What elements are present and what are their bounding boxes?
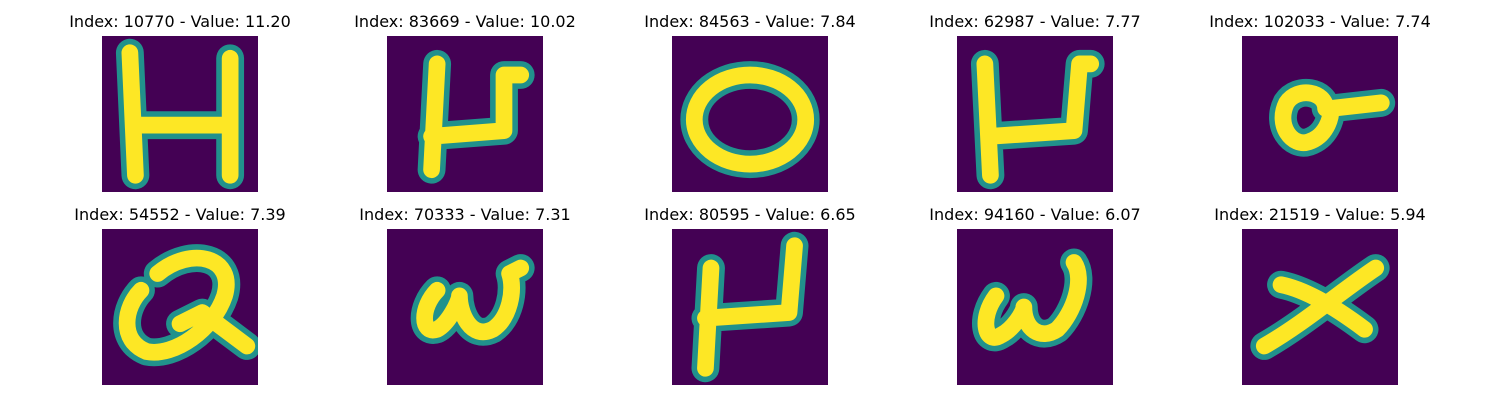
panel-title: Index: 83669 - Value: 10.02	[354, 12, 576, 31]
panel-title: Index: 102033 - Value: 7.74	[1209, 12, 1431, 31]
panel-title: Index: 70333 - Value: 7.31	[359, 205, 571, 224]
panel-title: Index: 10770 - Value: 11.20	[69, 12, 291, 31]
panel-title: Index: 94160 - Value: 6.07	[929, 205, 1141, 224]
panel-9: Index: 94160 - Value: 6.07	[905, 205, 1165, 395]
panel-2: Index: 83669 - Value: 10.02	[335, 12, 595, 202]
letter-w-image	[957, 229, 1113, 385]
panel-1: Index: 10770 - Value: 11.20	[50, 12, 310, 202]
panel-3: Index: 84563 - Value: 7.84	[620, 12, 880, 202]
letter-w-image	[387, 229, 543, 385]
panel-4: Index: 62987 - Value: 7.77	[905, 12, 1165, 202]
panel-10: Index: 21519 - Value: 5.94	[1190, 205, 1450, 395]
panel-7: Index: 70333 - Value: 7.31	[335, 205, 595, 395]
panel-title: Index: 84563 - Value: 7.84	[644, 12, 856, 31]
panel-6: Index: 54552 - Value: 7.39	[50, 205, 310, 395]
letter-H-image	[102, 36, 258, 192]
letter-x-image	[1242, 229, 1398, 385]
letter-O-image	[672, 36, 828, 192]
panel-title: Index: 21519 - Value: 5.94	[1214, 205, 1426, 224]
panel-title: Index: 62987 - Value: 7.77	[929, 12, 1141, 31]
panel-5: Index: 102033 - Value: 7.74	[1190, 12, 1450, 202]
letter-g-image	[1242, 36, 1398, 192]
letter-U-image	[957, 36, 1113, 192]
panel-title: Index: 54552 - Value: 7.39	[74, 205, 286, 224]
panel-8: Index: 80595 - Value: 6.65	[620, 205, 880, 395]
letter-U-image	[672, 229, 828, 385]
panel-title: Index: 80595 - Value: 6.65	[644, 205, 856, 224]
letter-Q-image	[102, 229, 258, 385]
letter-U-image	[387, 36, 543, 192]
